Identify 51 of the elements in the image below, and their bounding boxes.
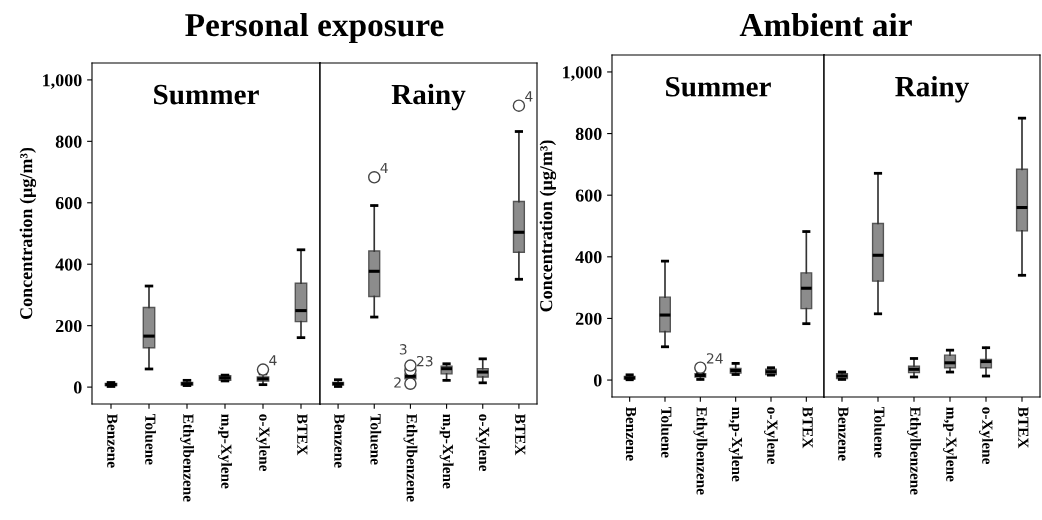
text: Rainy — [895, 75, 969, 103]
y-tick-label: 200 — [575, 312, 602, 325]
x-tick-label: Ethylbenzene — [907, 406, 921, 495]
annotation: 4 — [525, 91, 533, 102]
y-tick-label: 0 — [593, 374, 602, 387]
x-tick-label: o-Xylene — [475, 414, 490, 472]
annotation: 4 — [269, 355, 277, 366]
text: Summer — [666, 76, 771, 97]
annotation: 3 — [399, 344, 407, 355]
x-tick-label: m,p-Xylene — [728, 407, 743, 482]
chart-title: Ambient air — [739, 12, 912, 37]
x-tick-label: m,p-Xylene — [943, 407, 957, 482]
x-tick-label: Toluene — [145, 413, 156, 465]
x-tick-label: Benzene — [838, 406, 849, 461]
x-tick-label: o-Xylene — [979, 407, 993, 465]
x-tick-label: Toluene — [370, 413, 382, 465]
y-tick-label: 600 — [55, 197, 82, 210]
x-tick-label: o-Xylene — [256, 414, 270, 472]
y-axis-title: Concentration (µg/m³) — [19, 147, 37, 319]
annotation: 4 — [380, 162, 388, 173]
y-tick-label: 200 — [55, 319, 82, 333]
annotation: 23 — [416, 355, 433, 367]
x-tick-label: Toluene — [874, 406, 885, 458]
x-tick-label: Ethylbenzene — [180, 413, 194, 502]
text: Summer — [154, 84, 259, 105]
text: Rainy — [391, 83, 466, 111]
y-tick-label: 600 — [575, 189, 602, 202]
x-tick-label: m,p-Xylene — [439, 414, 454, 489]
y-tick-label: 800 — [575, 127, 602, 141]
annotation: 2 — [394, 377, 401, 388]
x-tick-label: Benzene — [625, 406, 636, 461]
y-tick-label: 1,000 — [563, 66, 602, 82]
x-tick-label: Benzene — [334, 413, 345, 468]
y-tick-label: 1,000 — [43, 74, 82, 89]
x-tick-label: Benzene — [107, 413, 118, 468]
x-tick-label: BTEX — [515, 413, 526, 456]
annotation: 24 — [706, 353, 723, 364]
y-tick-label: 400 — [575, 251, 602, 264]
y-tick-label: 400 — [55, 258, 82, 271]
x-tick-label: BTEX — [297, 413, 308, 456]
x-tick-label: Ethylbenzene — [693, 406, 708, 495]
x-tick-label: BTEX — [1018, 406, 1029, 449]
x-tick-label: BTEX — [802, 406, 813, 449]
y-axis-title: Concentration (µg/m³) — [539, 140, 557, 312]
x-tick-label: Ethylbenzene — [403, 413, 418, 502]
chart-title: Personal exposure — [185, 12, 444, 44]
x-tick-label: m,p-Xylene — [218, 414, 232, 489]
x-tick-label: o-Xylene — [764, 407, 778, 465]
x-tick-label: Toluene — [661, 406, 672, 458]
y-tick-label: 800 — [55, 135, 82, 148]
y-tick-label: 0 — [73, 381, 82, 394]
